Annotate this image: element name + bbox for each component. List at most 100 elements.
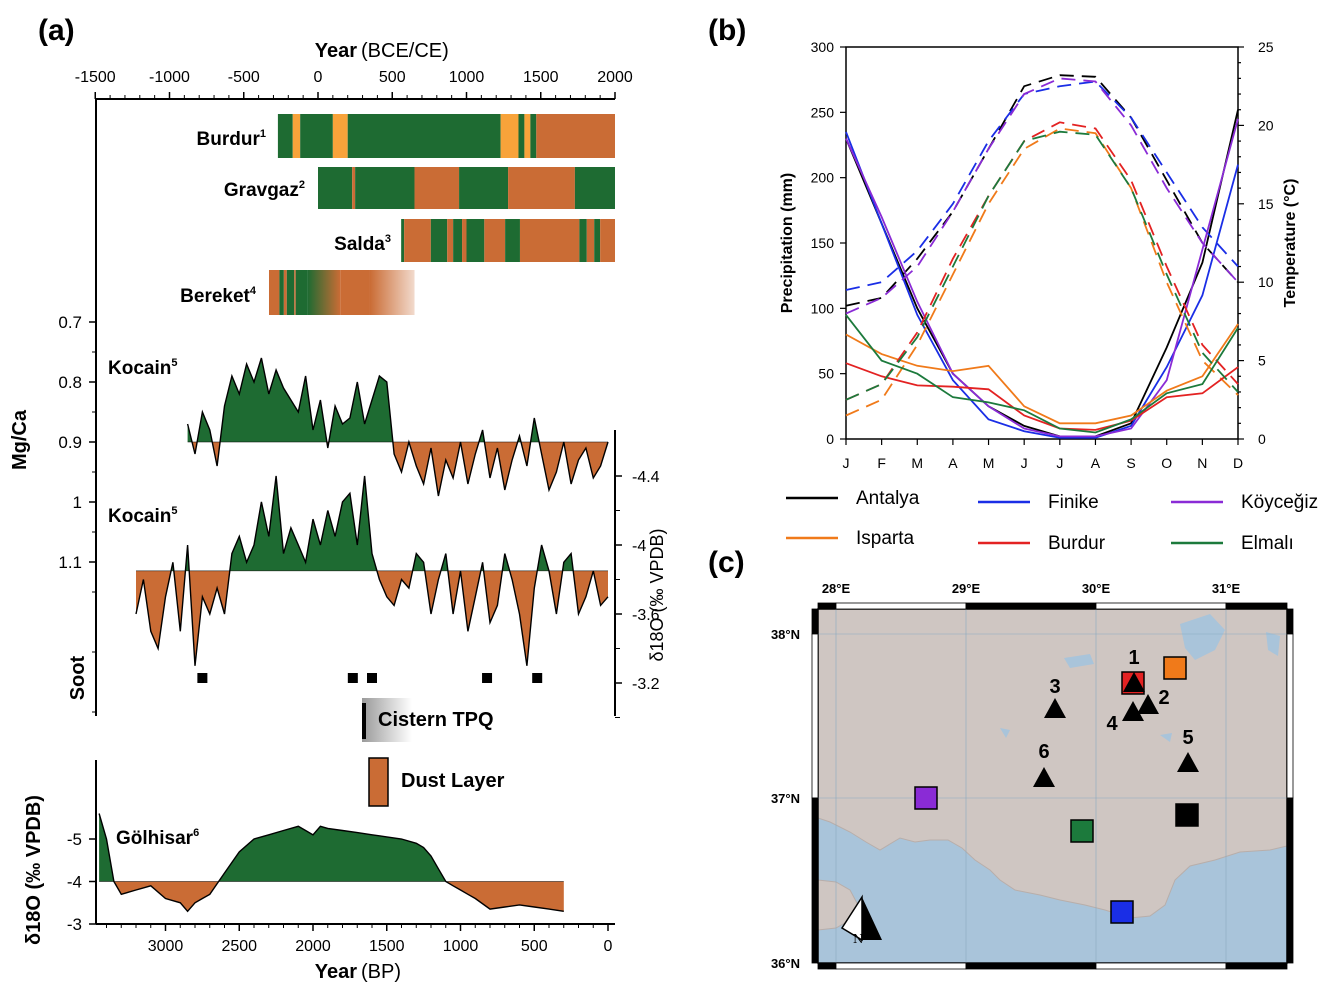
soot-label: Soot xyxy=(67,655,89,700)
site-number: 6 xyxy=(1038,741,1049,763)
top-axis-units: (BCE/CE) xyxy=(361,40,449,62)
bottom-axis-units: (BP) xyxy=(361,961,401,983)
month-label: M xyxy=(983,455,995,471)
soot-mark xyxy=(367,673,377,683)
kocain-mgca-line xyxy=(186,357,609,497)
temp-line xyxy=(845,74,1239,307)
temp-line xyxy=(845,121,1239,401)
record-bar-segment xyxy=(401,219,405,262)
kocain-mgca-series xyxy=(186,357,609,497)
map-border-right xyxy=(1286,608,1294,635)
record-bar-segment xyxy=(347,114,501,158)
record-bar-segment xyxy=(484,219,506,262)
top-tick-label: -1500 xyxy=(75,69,116,86)
map: 28°E 29°E 30°E 31°E 38°N 37°N 36°N 12 3 4 5 6 N xyxy=(771,581,1294,971)
lat-label: 38°N xyxy=(771,627,800,642)
lon-label: 29°E xyxy=(952,581,981,596)
record-bar-segment xyxy=(600,219,615,262)
month-label: O xyxy=(1161,455,1172,471)
legend-a: Cistern TPQ Dust Layer xyxy=(362,698,505,807)
top-axis-title: Year xyxy=(315,40,357,62)
site-triangle xyxy=(1044,698,1066,718)
golhisar-tick-label: -4 xyxy=(67,873,82,892)
top-tick-label: -1000 xyxy=(149,69,190,86)
month-label: D xyxy=(1233,455,1243,471)
d18o-right-axis-label: δ18O (‰ VPDB) xyxy=(647,528,667,661)
record-bar-segment xyxy=(307,270,341,315)
record-bar-segment xyxy=(283,270,287,315)
map-border-bottom xyxy=(835,962,967,970)
soot-mark xyxy=(347,673,358,683)
cistern-line xyxy=(362,703,366,739)
dust-swatch xyxy=(368,757,389,807)
temp-tick-label: 10 xyxy=(1258,274,1274,290)
top-tick-label: 500 xyxy=(379,69,406,86)
record-bar-segment xyxy=(294,270,296,315)
kocain-d18o-label: Kocain5 xyxy=(108,505,177,527)
golhisar-tick-label: -3 xyxy=(67,915,82,934)
site-triangle xyxy=(1137,694,1159,714)
temp-tick-label: 15 xyxy=(1258,196,1274,212)
lon-label: 28°E xyxy=(822,581,851,596)
site-triangle xyxy=(1122,701,1144,721)
month-label: S xyxy=(1126,455,1135,471)
record-bar-segment xyxy=(447,219,454,262)
record-bar-segment xyxy=(586,219,595,262)
month-label: A xyxy=(948,455,958,471)
golhisar-axis: -5 -4 -3 δ18O (‰ VPDB) xyxy=(23,760,97,945)
record-bar-segment xyxy=(292,114,301,158)
month-label: M xyxy=(911,455,923,471)
top-tick-label: 0 xyxy=(314,69,323,86)
record-bar-segment xyxy=(453,219,463,262)
map-border-right xyxy=(1286,633,1294,799)
temp-line xyxy=(845,130,1239,401)
record-bar-segment xyxy=(466,219,485,262)
legend-label: Elmalı xyxy=(1241,533,1294,554)
record-bar-segment xyxy=(518,114,525,158)
salda-label: Salda3 xyxy=(334,233,391,255)
record-bar-segment xyxy=(286,270,295,315)
month-label: J xyxy=(843,455,850,471)
site-number: 4 xyxy=(1106,713,1118,735)
legend-label: Isparta xyxy=(856,528,915,549)
top-tick-label: -500 xyxy=(228,69,260,86)
soot-marks xyxy=(197,673,543,683)
kocain-mgca-area-above xyxy=(187,358,608,442)
precip-tick-label: 250 xyxy=(811,104,835,120)
mgca-tick-label: 0.7 xyxy=(58,313,82,332)
temp-tick-label: 5 xyxy=(1258,353,1266,369)
legend-label: Köyceğiz xyxy=(1241,492,1318,513)
temp-tick-label: 20 xyxy=(1258,117,1274,133)
precip-tick-label: 100 xyxy=(811,300,835,316)
site-number: 5 xyxy=(1182,727,1193,749)
panel-b-label: (b) xyxy=(708,14,746,47)
bottom-tick-label: 1500 xyxy=(369,938,405,955)
precip-line xyxy=(845,131,1239,439)
record-bar-segment xyxy=(430,219,448,262)
kocain-d18o-series xyxy=(135,475,609,666)
record-bar-segment xyxy=(574,167,615,209)
soot-mark xyxy=(532,673,543,683)
mgca-tick-label: 0.9 xyxy=(58,433,82,452)
map-border-bottom xyxy=(1225,962,1288,970)
station-marker xyxy=(1110,900,1134,924)
temp-line xyxy=(845,80,1239,291)
record-bar-segment xyxy=(524,114,531,158)
bottom-axis: 3000 2500 2000 1500 1000 500 0 Year (BP) xyxy=(96,923,615,983)
record-bar-segment xyxy=(332,114,348,158)
dust-label: Dust Layer xyxy=(401,770,505,792)
legend-label: Finike xyxy=(1048,492,1099,513)
record-bar-segment xyxy=(277,114,293,158)
record-bar-segment xyxy=(579,219,587,262)
golhisar-tick-label: -5 xyxy=(67,830,82,849)
d18o-tick-label: -4.4 xyxy=(632,469,660,486)
map-border-bottom xyxy=(817,962,837,970)
record-bar-segment xyxy=(300,114,333,158)
kocain-d18o-line xyxy=(135,475,609,666)
bottom-tick-label: 2000 xyxy=(295,938,331,955)
golhisar-label: Gölhisar6 xyxy=(116,827,199,849)
bottom-axis-title: Year xyxy=(315,961,357,983)
site-number: 1 xyxy=(1128,647,1139,669)
record-bar-segment xyxy=(508,167,575,209)
record-bar-segment xyxy=(404,219,431,262)
